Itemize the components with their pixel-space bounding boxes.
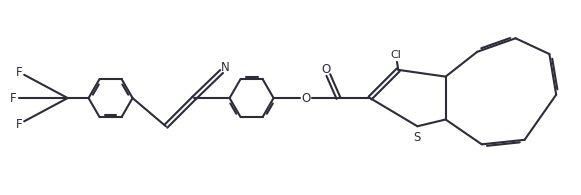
Text: F: F [10,92,17,105]
Text: F: F [16,66,23,79]
Text: N: N [221,61,230,74]
Text: S: S [414,131,421,144]
Text: O: O [301,92,310,105]
Text: O: O [321,63,331,76]
Text: F: F [16,118,23,130]
Text: Cl: Cl [390,50,401,60]
